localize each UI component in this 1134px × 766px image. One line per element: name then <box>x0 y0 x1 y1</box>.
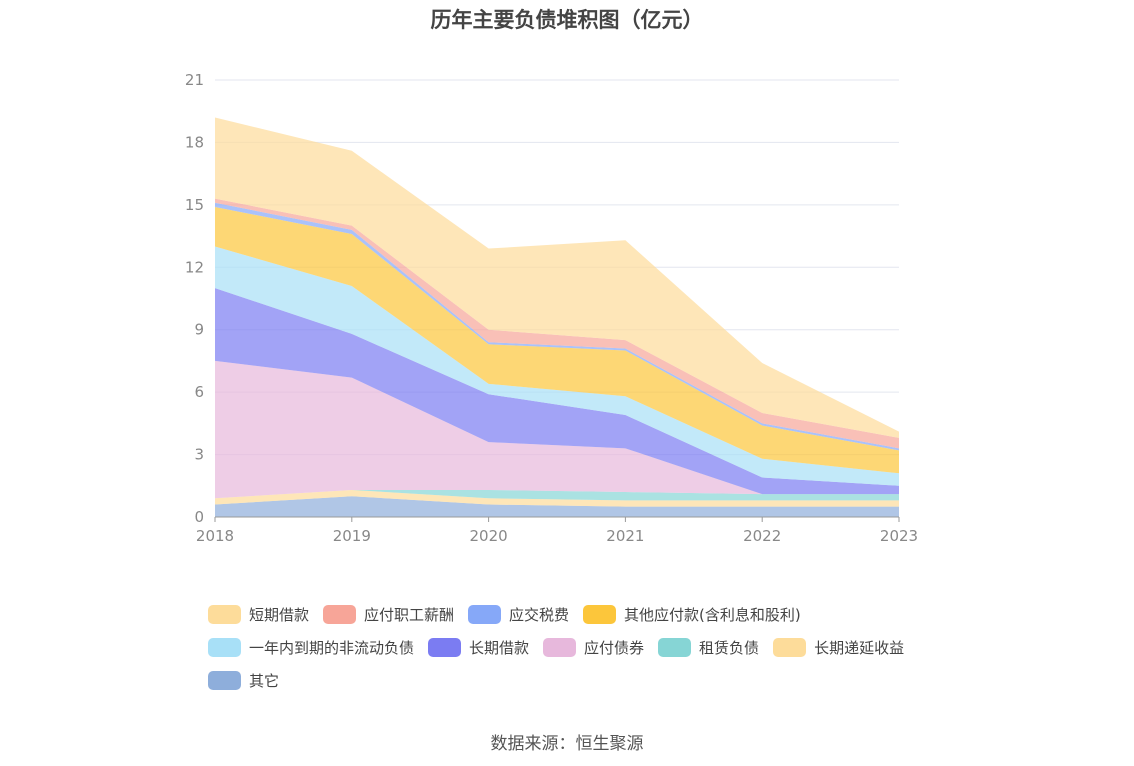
x-tick-label: 2022 <box>743 527 781 545</box>
x-tick-label: 2021 <box>606 527 644 545</box>
x-tick-label: 2020 <box>470 527 508 545</box>
area-series-3 <box>215 360 899 499</box>
legend-item[interactable]: 一年内到期的非流动负债 <box>208 637 414 658</box>
y-tick-label: 3 <box>194 446 204 464</box>
legend-swatch <box>583 605 617 624</box>
legend-label: 租赁负债 <box>699 639 760 657</box>
legend-swatch <box>208 671 241 690</box>
area-series-1 <box>215 489 899 507</box>
legend-swatch <box>658 638 692 657</box>
legend-item[interactable]: 租赁负债 <box>658 637 759 658</box>
y-tick-label: 6 <box>194 383 204 401</box>
legend-swatch <box>468 605 502 624</box>
axes: 0 3 6 9 12 15 18 21 2018 2019 2020 2021 2022 2023 <box>185 71 918 545</box>
area-series-5 <box>215 246 899 486</box>
legend-row: 短期借款 应付职工薪酬 应交税费 其他应付款(含利息和股利) <box>208 598 968 631</box>
legend-swatch <box>208 605 241 624</box>
legend-item[interactable]: 应付职工薪酬 <box>323 604 454 625</box>
legend-item[interactable]: 应付债券 <box>543 637 644 658</box>
area-series-0 <box>215 496 899 517</box>
area-series-6 <box>215 206 899 474</box>
area-series-9 <box>215 117 899 438</box>
legend-item[interactable]: 其它 <box>208 670 279 691</box>
legend-item[interactable]: 应交税费 <box>468 604 569 625</box>
legend-swatch <box>773 638 807 657</box>
legend-item[interactable]: 短期借款 <box>208 604 309 625</box>
legend-label: 一年内到期的非流动负债 <box>249 639 415 657</box>
legend-item[interactable]: 其他应付款(含利息和股利) <box>583 604 801 625</box>
legend-label: 应付债券 <box>584 639 645 657</box>
legend-label: 长期借款 <box>469 639 530 657</box>
legend: 短期借款 应付职工薪酬 应交税费 其他应付款(含利息和股利) 一年内到期的非流动负债 长期… <box>208 598 968 697</box>
x-tick-label: 2023 <box>880 527 918 545</box>
y-tick-label: 15 <box>185 196 204 214</box>
legend-swatch <box>543 638 577 657</box>
chart-title: 历年主要负债堆积图（亿元） <box>430 8 704 32</box>
x-tick-label: 2018 <box>196 527 234 545</box>
y-tick-label: 18 <box>185 133 204 151</box>
legend-swatch <box>323 605 357 624</box>
legend-label: 其他应付款(含利息和股利) <box>624 606 801 624</box>
legend-label: 应交税费 <box>509 606 570 624</box>
legend-label: 应付职工薪酬 <box>364 606 455 624</box>
legend-label: 长期递延收益 <box>814 639 905 657</box>
x-tick-label: 2019 <box>333 527 371 545</box>
area-series-2 <box>215 489 899 501</box>
y-tick-label: 21 <box>185 71 204 89</box>
legend-label: 短期借款 <box>249 606 310 624</box>
legend-row: 一年内到期的非流动负债 长期借款 应付债券 租赁负债 长期递延收益 <box>208 631 968 664</box>
y-tick-label: 9 <box>194 321 204 339</box>
legend-swatch <box>428 638 462 657</box>
legend-swatch <box>208 638 241 657</box>
legend-item[interactable]: 长期借款 <box>428 637 529 658</box>
y-tick-label: 12 <box>185 258 204 276</box>
area-series <box>215 117 899 517</box>
data-source: 数据来源：恒生聚源 <box>490 734 644 754</box>
legend-item[interactable]: 长期递延收益 <box>773 637 904 658</box>
legend-label: 其它 <box>249 672 280 690</box>
legend-row: 其它 <box>208 664 968 697</box>
stacked-area-chart: 0 3 6 9 12 15 18 21 2018 2019 2020 2021 2022 2023 <box>185 71 918 545</box>
y-tick-label: 0 <box>194 508 204 526</box>
